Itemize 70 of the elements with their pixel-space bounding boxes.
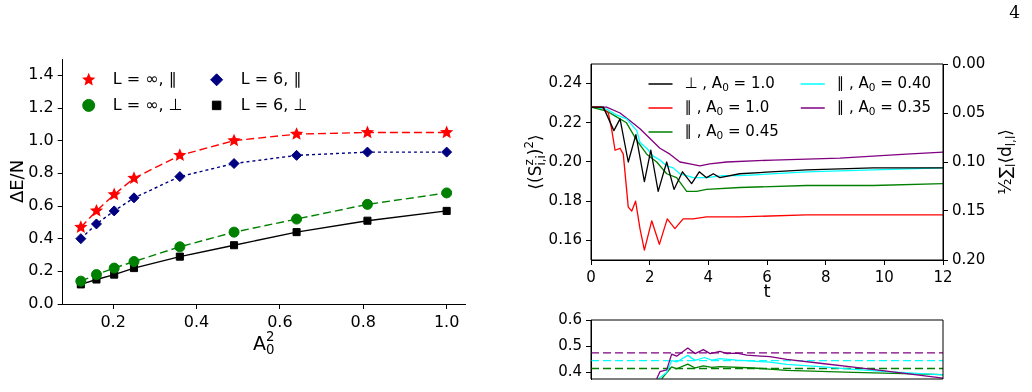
x-tick-label: 0 bbox=[586, 267, 596, 286]
point bbox=[361, 198, 373, 210]
y2-tick-label: 0.15 bbox=[952, 200, 986, 219]
legend-label: L = ∞, ⊥ bbox=[112, 94, 183, 114]
y-tick-label: 0.8 bbox=[28, 162, 54, 182]
y-tick-label: 0.16 bbox=[548, 230, 582, 249]
text: 4 bbox=[1009, 2, 1020, 22]
legend-label: L = ∞, ∥ bbox=[112, 68, 177, 88]
point bbox=[361, 146, 373, 158]
point bbox=[442, 206, 451, 215]
y2-tick-label: 0.05 bbox=[952, 102, 986, 121]
point bbox=[228, 226, 240, 238]
point bbox=[227, 133, 241, 147]
y2-tick-label: 0.20 bbox=[952, 249, 986, 268]
legend-label: L = 6, ⊥ bbox=[240, 94, 308, 114]
y-tick-label: 0.24 bbox=[548, 73, 582, 92]
point bbox=[289, 127, 304, 140]
point bbox=[107, 187, 121, 201]
point bbox=[230, 241, 239, 250]
y-tick-label: 1.0 bbox=[28, 129, 54, 149]
x-tick-label: 0.4 bbox=[183, 311, 210, 331]
y2-tick-label: 0.00 bbox=[952, 53, 986, 72]
x-tick-label: 0.2 bbox=[100, 311, 126, 331]
x-tick-label: 1.0 bbox=[433, 311, 460, 331]
point bbox=[292, 228, 301, 237]
point bbox=[74, 220, 88, 233]
point bbox=[441, 187, 453, 199]
y-tick-label: 0.4 bbox=[28, 227, 54, 247]
x-tick-label: 2 bbox=[644, 267, 655, 286]
y-tick-label: 0.22 bbox=[548, 112, 582, 131]
point bbox=[128, 256, 140, 268]
x-tick-label: 0.6 bbox=[267, 311, 293, 331]
point bbox=[75, 275, 87, 287]
point bbox=[360, 125, 375, 139]
y-tick-label: 0.5 bbox=[558, 336, 582, 355]
point bbox=[127, 171, 141, 184]
y-tick-label: 1.2 bbox=[28, 97, 54, 117]
point bbox=[89, 203, 104, 217]
legend-label: L = 6, ∥ bbox=[240, 68, 302, 88]
x-tick-label: 4 bbox=[703, 267, 714, 286]
point bbox=[174, 241, 186, 253]
x-tick-label: 0.8 bbox=[350, 311, 377, 331]
point bbox=[291, 213, 303, 225]
point bbox=[441, 146, 453, 158]
y2-tick-label: 0.10 bbox=[952, 151, 986, 170]
x-tick-label: 12 bbox=[933, 267, 953, 286]
point bbox=[128, 192, 140, 204]
point bbox=[175, 252, 184, 261]
x-tick-label: 8 bbox=[820, 267, 831, 286]
y-tick-label: 0.20 bbox=[548, 151, 582, 170]
x-tick-label: 10 bbox=[874, 267, 894, 286]
point bbox=[90, 218, 102, 230]
point bbox=[291, 149, 303, 161]
point bbox=[228, 158, 240, 170]
y-tick-label: 0.6 bbox=[28, 195, 54, 215]
point bbox=[108, 262, 120, 274]
point bbox=[75, 233, 87, 245]
y-axis-title: ΔE/N bbox=[5, 159, 27, 204]
y-tick-label: 0.0 bbox=[28, 293, 54, 313]
point bbox=[90, 269, 102, 281]
point bbox=[173, 148, 187, 162]
y-tick-label: 1.4 bbox=[28, 64, 54, 84]
y2-axis-title: ½∑l⟨dl,l⟩ bbox=[995, 129, 1019, 195]
y-tick-label: 0.4 bbox=[558, 362, 582, 381]
y-axis-title: ⟨(Si,iz)2⟩ bbox=[522, 134, 549, 190]
point bbox=[108, 205, 120, 217]
y-tick-label: 0.18 bbox=[548, 191, 582, 210]
point bbox=[440, 125, 454, 139]
point bbox=[363, 216, 372, 225]
point bbox=[174, 171, 186, 183]
